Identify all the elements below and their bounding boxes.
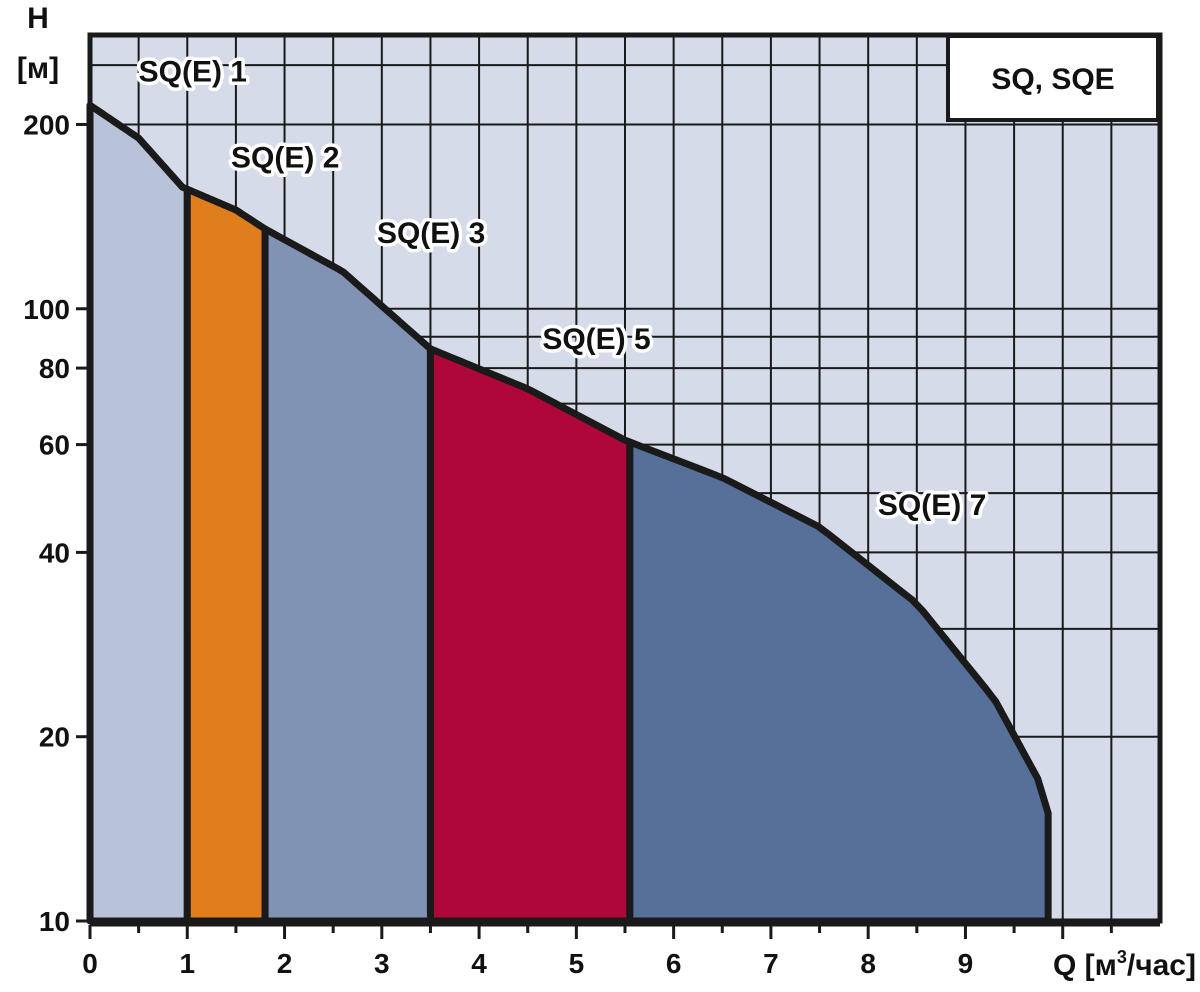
series-area-sq-e-5 xyxy=(426,345,634,925)
y-tick-label: 10 xyxy=(39,906,70,937)
x-axis-title: Q [м3/час] xyxy=(1053,947,1196,982)
series-label-1: SQ(E) 1 xyxy=(139,56,247,89)
y-tick-label: 20 xyxy=(39,722,70,753)
chart-title-box xyxy=(946,34,1160,122)
x-tick-label: 7 xyxy=(763,948,779,979)
series-area-sq-e-3 xyxy=(261,225,434,925)
series-label-2: SQ(E) 2 xyxy=(231,142,339,175)
series-area-sq-e-1 xyxy=(86,101,191,925)
chart-title: SQ, SQE xyxy=(991,63,1114,96)
y-axis-unit: [м] xyxy=(17,52,59,85)
y-tick-label: 100 xyxy=(23,294,70,325)
y-tick-label: 40 xyxy=(39,537,70,568)
series-label-5: SQ(E) 7 xyxy=(878,489,986,522)
y-tick-label: 80 xyxy=(39,353,70,384)
series-area-sq-e-7 xyxy=(626,438,1052,925)
x-tick-label: 4 xyxy=(471,948,487,979)
y-axis-title: H xyxy=(27,2,49,35)
series-label-3: SQ(E) 3 xyxy=(377,217,485,250)
x-tick-label: 9 xyxy=(958,948,974,979)
x-tick-label: 2 xyxy=(277,948,293,979)
series-label-4: SQ(E) 5 xyxy=(542,323,650,356)
plot-border xyxy=(87,32,1163,924)
x-tick-label: 6 xyxy=(666,948,682,979)
x-tick-label: 8 xyxy=(860,948,876,979)
x-tick-label: 1 xyxy=(179,948,195,979)
series-area-sq-e-2 xyxy=(183,185,269,925)
y-tick-label: 200 xyxy=(23,109,70,140)
y-tick-label: 60 xyxy=(39,430,70,461)
x-tick-label: 5 xyxy=(569,948,585,979)
x-tick-label: 3 xyxy=(374,948,390,979)
x-tick-label: 0 xyxy=(82,948,98,979)
